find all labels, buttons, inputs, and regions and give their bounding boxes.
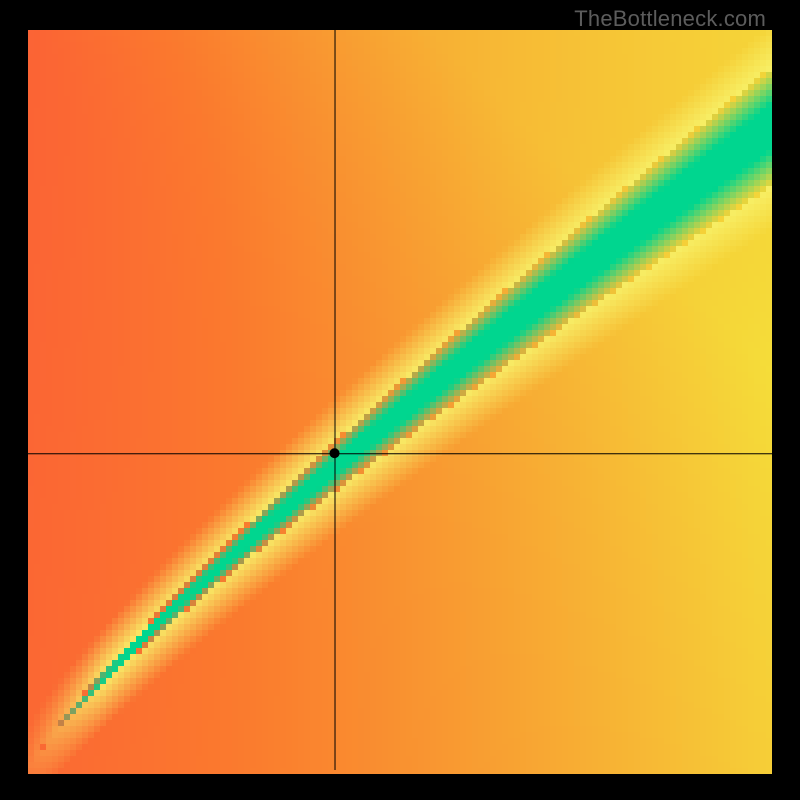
chart-container: TheBottleneck.com [0, 0, 800, 800]
heatmap-canvas [0, 0, 800, 800]
